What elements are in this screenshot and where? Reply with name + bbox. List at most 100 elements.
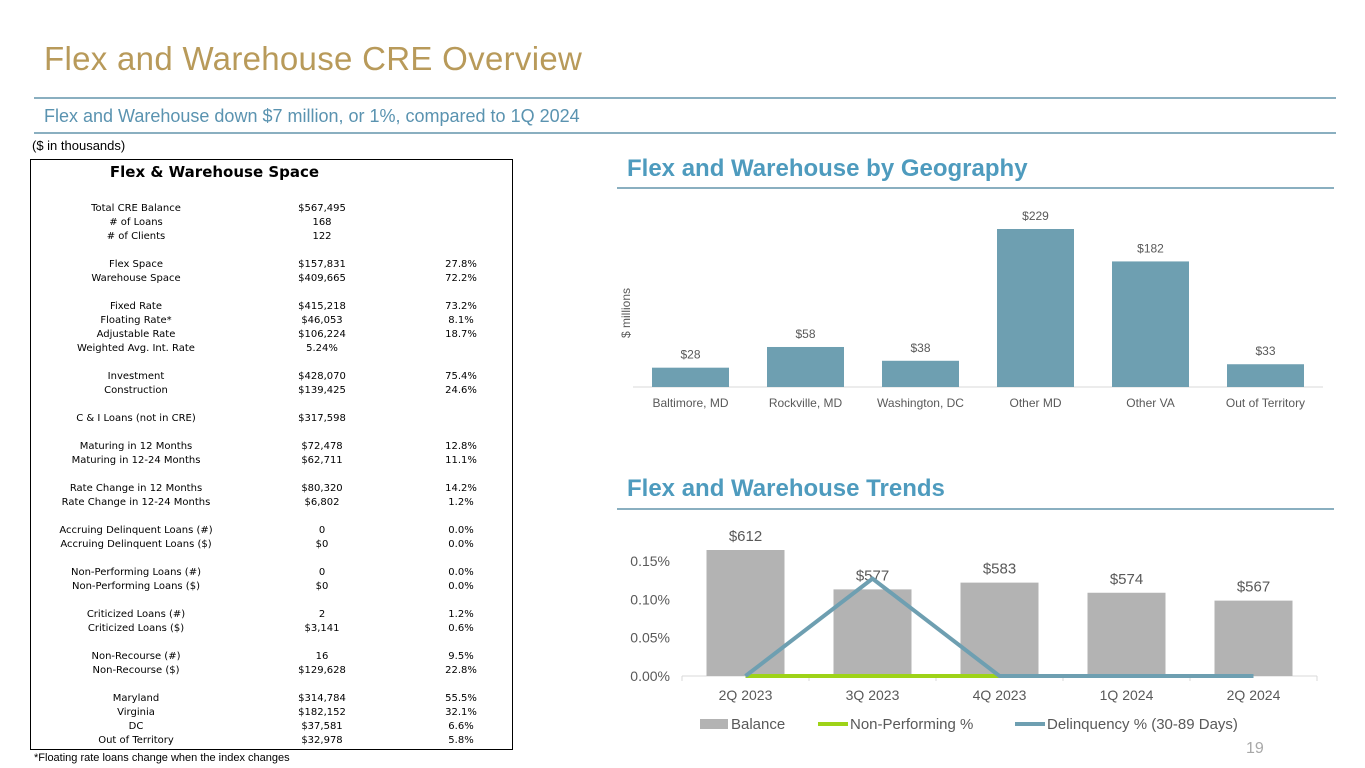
table-row: Floating Rate* $46,053 8.1% — [31, 314, 512, 328]
row-percent: 73.2% — [445, 301, 477, 312]
bar — [767, 346, 844, 387]
row-label: Non-Performing Loans ($) — [72, 581, 200, 592]
legend-label-balance: Balance — [731, 716, 785, 733]
row-value: $157,831 — [298, 259, 346, 270]
row-label: Non-Performing Loans (#) — [71, 567, 201, 578]
row-value: $72,478 — [301, 441, 343, 452]
balance-data-label: $577 — [856, 567, 889, 584]
row-value: $409,665 — [298, 273, 346, 284]
row-label: Accruing Delinquent Loans (#) — [59, 525, 213, 536]
bar-data-label: $229 — [1022, 209, 1049, 223]
y-tick-label: 0.05% — [630, 630, 670, 646]
table-row: Accruing Delinquent Loans (#) 0 0.0% — [31, 524, 512, 538]
trends-chart-title: Flex and Warehouse Trends — [627, 475, 945, 502]
x-tick-label: Washington, DC — [877, 396, 964, 410]
row-value: 122 — [312, 231, 332, 242]
x-tick-label: 2Q 2023 — [719, 687, 773, 703]
table-row: Out of Territory $32,978 5.8% — [31, 734, 512, 748]
table-row: Criticized Loans ($) $3,141 0.6% — [31, 622, 512, 636]
table-row: Criticized Loans (#) 2 1.2% — [31, 608, 512, 622]
trends-combo-chart: 0.00% 0.05% 0.10% 0.15% $612 2Q 2023 $577 3Q 20… — [630, 528, 1318, 733]
legend-swatch-balance — [700, 719, 728, 729]
balance-bar — [1087, 592, 1166, 676]
row-label: Fixed Rate — [109, 301, 163, 312]
row-percent: 1.2% — [448, 497, 474, 508]
bar — [997, 229, 1074, 387]
row-label: Weighted Avg. Int. Rate — [77, 343, 195, 354]
balance-data-label: $567 — [1237, 579, 1270, 596]
bar — [882, 360, 959, 387]
legend-label-non-performing: Non-Performing % — [850, 716, 973, 733]
table-row: Non-Performing Loans (#) 0 0.0% — [31, 566, 512, 580]
row-label: # of Clients — [106, 231, 166, 242]
row-label: Adjustable Rate — [96, 329, 176, 340]
bar — [1112, 261, 1189, 387]
table-row: Fixed Rate $415,218 73.2% — [31, 300, 512, 314]
table-row: Maturing in 12-24 Months $62,711 11.1% — [31, 454, 512, 468]
table-row: DC $37,581 6.6% — [31, 720, 512, 734]
row-value: $32,978 — [301, 735, 343, 746]
subtitle-divider — [34, 132, 1336, 134]
flex-warehouse-table: Flex & Warehouse Space Total CRE Balance… — [30, 159, 513, 750]
table-row: Rate Change in 12 Months $80,320 14.2% — [31, 482, 512, 496]
x-tick-label: 3Q 2023 — [846, 687, 900, 703]
row-label: Criticized Loans (#) — [86, 609, 186, 620]
row-percent: 75.4% — [445, 371, 477, 382]
row-label: Maturing in 12-24 Months — [71, 455, 201, 466]
x-tick-label: Baltimore, MD — [652, 396, 728, 410]
row-percent: 8.1% — [448, 315, 474, 326]
row-value: $62,711 — [301, 455, 343, 466]
row-label: Warehouse Space — [91, 273, 181, 284]
row-label: Total CRE Balance — [91, 203, 181, 214]
row-percent: 1.2% — [448, 609, 474, 620]
row-percent: 55.5% — [445, 693, 477, 704]
row-percent: 5.8% — [448, 735, 474, 746]
table-row: Non-Performing Loans ($) $0 0.0% — [31, 580, 512, 594]
row-value: 16 — [315, 651, 329, 662]
row-label: Floating Rate* — [100, 315, 172, 326]
footnote: *Floating rate loans change when the ind… — [34, 752, 290, 764]
row-percent: 6.6% — [448, 721, 474, 732]
page-subtitle: Flex and Warehouse down $7 million, or 1… — [44, 106, 580, 126]
row-percent: 27.8% — [445, 259, 477, 270]
row-value: $129,628 — [298, 665, 346, 676]
row-label: Criticized Loans ($) — [87, 623, 185, 634]
row-value: 0 — [318, 567, 326, 578]
title-divider — [34, 97, 1336, 99]
row-value: $46,053 — [301, 315, 343, 326]
table-title: Flex & Warehouse Space — [109, 163, 320, 181]
row-label: Non-Recourse (#) — [91, 651, 181, 662]
row-percent: 72.2% — [445, 273, 477, 284]
table-row: Warehouse Space $409,665 72.2% — [31, 272, 512, 286]
row-value: $0 — [315, 539, 329, 550]
table-row: Construction $139,425 24.6% — [31, 384, 512, 398]
row-label: Accruing Delinquent Loans ($) — [60, 539, 212, 550]
row-label: C & I Loans (not in CRE) — [76, 413, 196, 424]
row-value: $428,070 — [298, 371, 346, 382]
bar-data-label: $38 — [910, 341, 930, 355]
row-label: Construction — [104, 385, 168, 396]
balance-data-label: $612 — [729, 528, 762, 545]
row-value: $139,425 — [298, 385, 346, 396]
row-value: $6,802 — [304, 497, 340, 508]
row-label: Rate Change in 12-24 Months — [61, 497, 211, 508]
row-label: Non-Recourse ($) — [92, 665, 180, 676]
row-percent: 0.0% — [448, 525, 474, 536]
row-percent: 22.8% — [445, 665, 477, 676]
table-row: Investment $428,070 75.4% — [31, 370, 512, 384]
geography-bar-chart: $ millions $28 Baltimore, MD $58 Rockville, … — [619, 209, 1323, 410]
trends-title-divider — [617, 508, 1334, 510]
row-value: $182,152 — [298, 707, 346, 718]
row-percent: 18.7% — [445, 329, 477, 340]
y-tick-label: 0.10% — [630, 591, 670, 607]
row-label: Flex Space — [108, 259, 164, 270]
balance-bar — [833, 589, 912, 676]
row-label: # of Loans — [109, 217, 163, 228]
bar-data-label: $182 — [1137, 241, 1164, 255]
row-label: Rate Change in 12 Months — [69, 483, 203, 494]
row-label: Investment — [107, 371, 165, 382]
row-percent: 9.5% — [448, 651, 474, 662]
geography-chart-title: Flex and Warehouse by Geography — [627, 155, 1028, 182]
bar-data-label: $33 — [1255, 344, 1275, 358]
table-row: Accruing Delinquent Loans ($) $0 0.0% — [31, 538, 512, 552]
